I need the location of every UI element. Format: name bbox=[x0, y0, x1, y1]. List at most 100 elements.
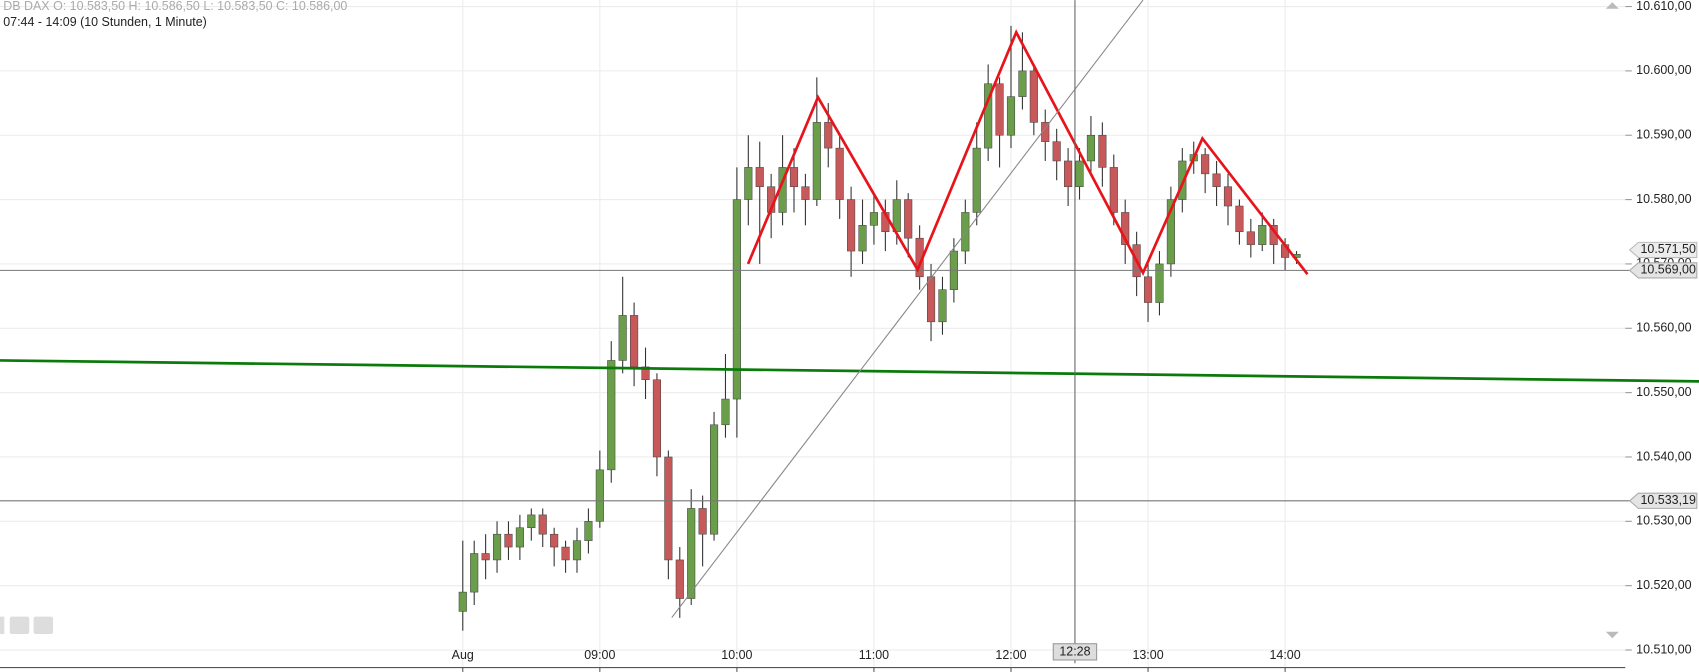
candle-body bbox=[572, 540, 582, 561]
price-marker bbox=[1628, 262, 1698, 279]
candle-body bbox=[664, 456, 673, 561]
candle-body bbox=[492, 533, 502, 561]
y-tick-label: 10.580,00 bbox=[1636, 192, 1691, 206]
candle-body bbox=[698, 508, 707, 535]
y-tick-label: 10.510,00 bbox=[1636, 642, 1691, 656]
candle-body bbox=[595, 469, 604, 522]
candle-body bbox=[641, 366, 650, 381]
candle-body bbox=[1143, 276, 1153, 303]
x-tick-label: 13:00 bbox=[1132, 648, 1163, 662]
candle-body bbox=[835, 147, 844, 200]
candle-body bbox=[869, 212, 879, 226]
candle-body bbox=[824, 122, 833, 149]
tool-button[interactable] bbox=[0, 616, 5, 634]
candle-body bbox=[812, 122, 821, 200]
candle-body bbox=[972, 147, 981, 213]
chart-title: DB DAX O: 10.583,50 H: 10.586,50 L: 10.5… bbox=[3, 0, 347, 13]
y-tick-label: 10.590,00 bbox=[1636, 128, 1691, 142]
candle-body bbox=[527, 514, 536, 529]
candle-body bbox=[1098, 134, 1107, 168]
trend-line bbox=[0, 359, 1699, 383]
x-tick-label: 12:00 bbox=[995, 648, 1026, 662]
candle-body bbox=[1201, 154, 1210, 175]
y-tick-label: 10.600,00 bbox=[1636, 63, 1691, 77]
x-tick-label: 11:00 bbox=[859, 648, 889, 662]
price-marker-label: 10.533,19 bbox=[1640, 493, 1695, 507]
candle-body bbox=[538, 514, 547, 535]
candle-body bbox=[1246, 231, 1255, 245]
candle-body bbox=[995, 83, 1004, 136]
candle-body bbox=[744, 167, 753, 200]
candle-body bbox=[926, 276, 936, 323]
price-marker-label: 10.569,00 bbox=[1640, 263, 1695, 277]
candle-body bbox=[1029, 70, 1038, 123]
toolbar[interactable] bbox=[0, 616, 54, 634]
y-tick-label: 10.550,00 bbox=[1636, 385, 1691, 399]
candle-body bbox=[721, 398, 730, 426]
x-tick-label: 14:00 bbox=[1270, 648, 1301, 662]
candle-body bbox=[618, 315, 627, 361]
y-tick-label: 10.520,00 bbox=[1636, 578, 1691, 592]
candle-body bbox=[607, 360, 616, 471]
candle-body bbox=[904, 199, 913, 239]
candle-body bbox=[858, 225, 867, 252]
scroll-up[interactable] bbox=[1605, 2, 1619, 9]
candle-body bbox=[755, 167, 764, 187]
chart-subtitle: 07:44 - 14:09 (10 Stunden, 1 Minute) bbox=[3, 15, 207, 29]
crosshair-box bbox=[1052, 643, 1098, 661]
tool-button[interactable] bbox=[9, 616, 30, 634]
candle-body bbox=[1006, 96, 1016, 136]
candle-body bbox=[470, 553, 479, 593]
y-tick-label: 10.530,00 bbox=[1636, 514, 1691, 528]
x-tick-label: 09:00 bbox=[584, 648, 615, 662]
candle-body bbox=[1155, 263, 1164, 303]
candle-body bbox=[515, 527, 524, 548]
candle-body bbox=[1041, 122, 1050, 142]
last-price-label: 10.571,50 bbox=[1640, 242, 1695, 256]
candle-body bbox=[504, 533, 513, 548]
x-tick-label: Aug bbox=[452, 648, 474, 662]
y-tick-label: 10.560,00 bbox=[1636, 321, 1691, 335]
trend-line bbox=[746, 29, 1309, 277]
candle-body bbox=[801, 186, 810, 200]
candle-body bbox=[938, 289, 947, 323]
candle-body bbox=[1086, 134, 1096, 162]
candle-body bbox=[584, 521, 593, 541]
scroll-down[interactable] bbox=[1605, 631, 1619, 639]
candle-body bbox=[458, 591, 467, 612]
candle-body bbox=[1223, 186, 1233, 207]
price-marker bbox=[1628, 492, 1698, 509]
candle-body bbox=[1018, 70, 1027, 97]
x-tick-label: 10:00 bbox=[721, 648, 752, 662]
crosshair-label: 12:28 bbox=[1059, 645, 1090, 659]
y-tick-label: 10.540,00 bbox=[1636, 449, 1691, 463]
candle-body bbox=[550, 533, 559, 548]
candle-body bbox=[652, 379, 662, 458]
candle-body bbox=[1178, 160, 1187, 200]
candle-body bbox=[789, 167, 799, 187]
candle-body bbox=[709, 424, 719, 535]
candle-body bbox=[1052, 141, 1061, 162]
candle-body bbox=[561, 546, 570, 561]
candle-body bbox=[984, 83, 993, 149]
candle-body bbox=[732, 199, 741, 400]
candle-body bbox=[961, 212, 970, 252]
candle-body bbox=[675, 559, 684, 599]
candle-body bbox=[1075, 160, 1084, 187]
candle-body bbox=[1109, 167, 1118, 213]
candle-body bbox=[1121, 212, 1130, 245]
y-tick-label: 10.610,00 bbox=[1636, 0, 1691, 13]
candle-body bbox=[1258, 225, 1267, 245]
tool-button[interactable] bbox=[33, 616, 54, 634]
candle-body bbox=[1212, 173, 1221, 187]
trend-line bbox=[671, 0, 1144, 618]
last-price-marker bbox=[1628, 241, 1698, 259]
candle-body bbox=[1166, 199, 1175, 265]
candle-body bbox=[687, 508, 696, 599]
candle-body bbox=[630, 315, 639, 368]
